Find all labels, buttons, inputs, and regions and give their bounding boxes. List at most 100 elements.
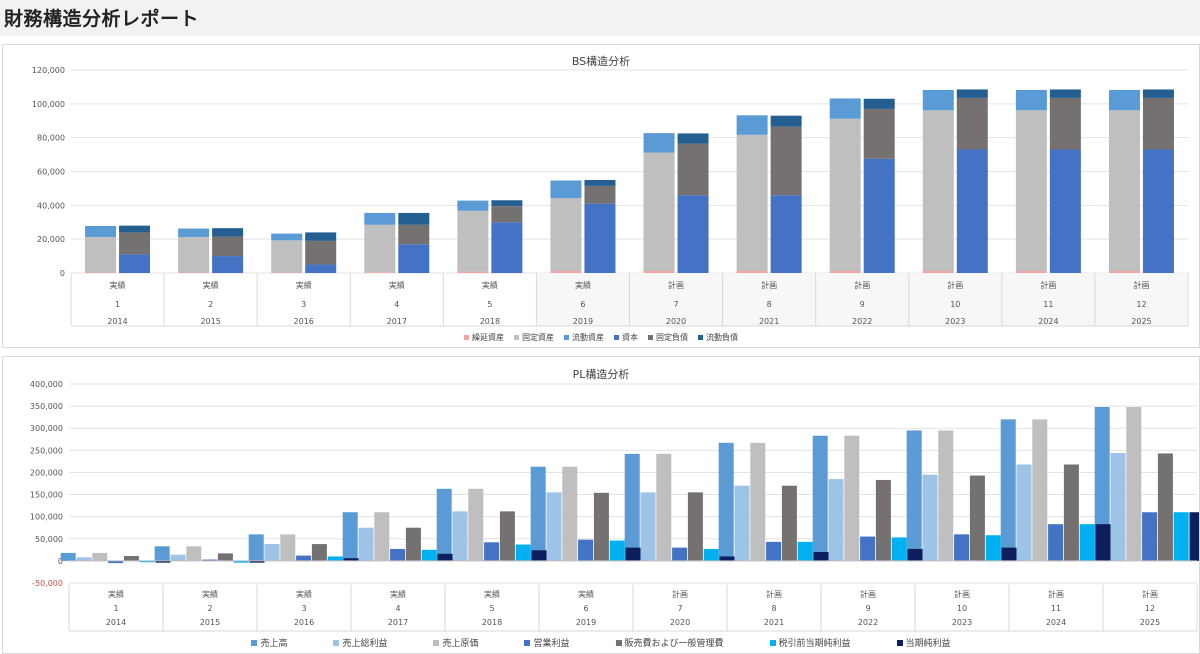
bs-category-label: 12 [1136, 300, 1146, 309]
bs-bar-liabilities [770, 126, 802, 196]
bs-y-tick-label: 120,000 [32, 66, 65, 75]
pl-category-label: 8 [771, 604, 776, 613]
pl-bar [781, 485, 797, 561]
pl-bar [624, 453, 640, 561]
pl-legend-item-7[interactable]: 当期純利益 [896, 636, 951, 649]
bs-bar-assets [550, 270, 582, 273]
pl-bar [562, 466, 578, 561]
pl-bar [907, 548, 923, 561]
bs-bar-assets [922, 110, 954, 271]
bs-legend-item-3[interactable]: 流動資産 [564, 332, 604, 343]
bs-category-label: 2024 [1038, 317, 1058, 326]
pl-bar [625, 547, 641, 561]
bs-legend-item-6[interactable]: 流動負債 [698, 332, 738, 343]
pl-legend: 売上高 売上総利益 売上原価 営業利益 販売費および一般管理費 税引前当期純利益 当期純利益 [3, 636, 1199, 649]
pl-y-tick-label: 100,000 [30, 513, 63, 522]
pl-bar [672, 547, 688, 561]
pl-bar [938, 430, 954, 561]
bs-bar-assets [829, 270, 861, 273]
pl-category-label: 11 [1051, 604, 1061, 613]
bs-category-label: 2018 [480, 317, 500, 326]
bs-legend-item-1[interactable]: 繰延資産 [464, 332, 504, 343]
bs-bar-assets [922, 89, 954, 111]
bs-category-label: 2014 [107, 317, 127, 326]
pl-bar [546, 492, 562, 561]
pl-legend-swatch-5 [615, 639, 622, 646]
bs-bar-liabilities [1142, 97, 1174, 150]
pl-bar [405, 527, 421, 561]
bs-y-tick-label: 60,000 [37, 168, 65, 177]
pl-category-label: 2024 [1046, 618, 1066, 627]
bs-legend-item-2[interactable]: 固定資産 [514, 332, 554, 343]
bs-bar-liabilities [212, 256, 244, 273]
pl-bar [374, 512, 390, 561]
bs-category-label: 3 [301, 300, 306, 309]
pl-category-label: 2016 [294, 618, 314, 627]
pl-bar [108, 560, 124, 564]
pl-bar [1063, 464, 1079, 561]
pl-legend-item-2[interactable]: 売上総利益 [333, 636, 387, 649]
bs-chart: 0 20,000 40,000 60,000 80,000 100,000 120,000 実… [32, 66, 1189, 327]
pl-bar [186, 546, 202, 561]
bs-legend-swatch-3 [564, 335, 569, 340]
bs-y-tick-label: 80,000 [37, 134, 65, 143]
bs-category-label: 2016 [294, 317, 314, 326]
pl-bar [264, 544, 280, 561]
pl-bar [390, 548, 406, 561]
pl-category-label: 実績 [578, 589, 594, 599]
pl-category-label: 計画 [1142, 589, 1158, 599]
pl-category-label: 計画 [1048, 589, 1064, 599]
pl-bar [640, 492, 656, 561]
bs-bar-assets [364, 212, 396, 225]
pl-chart-title: PL構造分析 [572, 368, 630, 381]
bs-category-label: 10 [950, 300, 960, 309]
pl-legend-label-4: 営業利益 [533, 639, 570, 649]
bs-bar-liabilities [1142, 149, 1174, 273]
pl-legend-item-4[interactable]: 営業利益 [524, 636, 570, 649]
pl-legend-swatch-4 [524, 639, 531, 646]
bs-category-label: 2021 [759, 317, 779, 326]
pl-bar [1094, 406, 1110, 561]
bs-bar-assets [178, 272, 210, 273]
pl-bar [734, 485, 750, 561]
bs-category-label: 6 [580, 300, 585, 309]
pl-legend-item-1[interactable]: 売上高 [251, 636, 287, 649]
bs-bar-assets [271, 240, 303, 273]
bs-legend-item-5[interactable]: 固定負債 [648, 332, 688, 343]
pl-bar [343, 558, 359, 561]
pl-bar [954, 534, 970, 561]
bs-bar-assets [178, 228, 210, 237]
bs-y-tick-label: 0 [60, 269, 65, 278]
pl-legend-item-6[interactable]: 税引前当期純利益 [769, 636, 851, 649]
pl-bar [813, 552, 829, 561]
pl-bar [719, 556, 735, 561]
pl-bar [92, 552, 108, 561]
bs-bar-liabilities [584, 179, 616, 186]
pl-legend-label-7: 当期純利益 [905, 639, 951, 649]
pl-y-tick-label: 0 [58, 557, 63, 566]
bs-bar-assets [1015, 270, 1047, 273]
pl-category-label: 実績 [108, 589, 124, 599]
bs-category-label: 5 [487, 300, 492, 309]
page-title-bar: 財務構造分析レポート [0, 0, 1200, 36]
pl-bar [280, 534, 296, 561]
bs-bar-liabilities [863, 158, 895, 273]
bs-legend-item-4[interactable]: 資本 [614, 332, 638, 343]
pl-bar [578, 539, 594, 561]
pl-category-label: 2025 [1140, 618, 1160, 627]
pl-bar [1000, 419, 1016, 561]
pl-legend-item-3[interactable]: 売上原価 [433, 636, 478, 649]
pl-legend-swatch-1 [251, 639, 258, 646]
pl-bar [484, 542, 500, 561]
pl-bar [436, 488, 452, 561]
pl-legend-item-5[interactable]: 販売費および一般管理費 [615, 636, 724, 649]
bs-bar-assets [364, 272, 396, 273]
pl-y-tick-label: 350,000 [30, 402, 63, 411]
pl-bar [609, 540, 625, 561]
pl-bar [1079, 524, 1095, 561]
pl-bar [1173, 512, 1189, 561]
bs-chart-panel: BS構造分析 0 20,000 40,000 60,000 80,000 100,000 1… [2, 44, 1200, 348]
bs-bar-assets [457, 200, 489, 211]
bs-bar-liabilities [398, 212, 430, 225]
pl-category-label: 2020 [670, 618, 690, 627]
